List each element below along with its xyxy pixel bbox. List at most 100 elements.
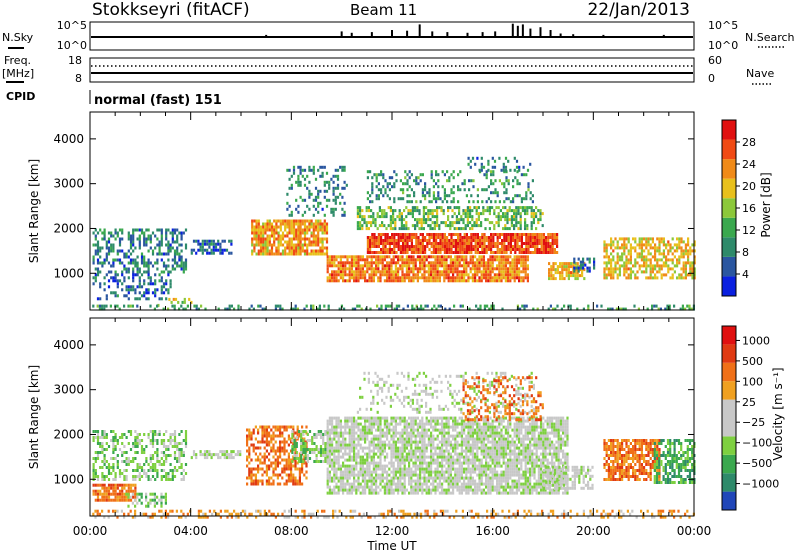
range-gate-cell: [603, 246, 606, 250]
range-gate-cell: [214, 453, 218, 457]
range-gate-cell: [277, 243, 280, 247]
range-gate-cell: [343, 165, 346, 169]
range-gate-cell: [373, 245, 376, 248]
range-gate-cell: [129, 243, 133, 247]
range-gate-cell: [145, 457, 148, 460]
range-gate-cell: [460, 255, 463, 259]
range-gate-cell: [403, 279, 406, 283]
range-gate-cell: [534, 248, 537, 251]
range-gate-cell: [236, 450, 240, 454]
range-gate-cell: [112, 492, 115, 496]
range-gate-cell: [298, 452, 301, 456]
range-gate-cell: [410, 267, 413, 271]
range-gate-cell: [182, 307, 185, 311]
range-gate-cell: [429, 212, 432, 216]
range-gate-cell: [279, 219, 282, 223]
range-gate-cell: [503, 245, 506, 248]
range-gate-cell: [394, 264, 397, 268]
range-gate-cell: [496, 251, 499, 254]
range-gate-cell: [348, 270, 351, 274]
range-gate-cell: [656, 276, 659, 280]
range-gate-cell: [276, 428, 279, 432]
range-gate-cell: [465, 273, 468, 277]
range-gate-cell: [375, 270, 378, 274]
range-gate-cell: [136, 267, 139, 271]
range-gate-cell: [479, 307, 482, 311]
range-gate-cell: [427, 276, 430, 280]
range-gate-cell: [310, 252, 313, 256]
range-gate-cell: [651, 255, 654, 259]
range-gate-cell: [502, 162, 505, 166]
range-gate-cell: [127, 297, 130, 301]
range-gate-cell: [314, 186, 318, 190]
range-gate-cell: [466, 224, 469, 228]
range-gate-cell: [421, 276, 424, 280]
range-gate-cell: [684, 264, 687, 268]
range-gate-cell: [660, 264, 663, 268]
range-gate-cell: [368, 276, 371, 280]
range-gate-cell: [248, 307, 251, 311]
range-gate-cell: [409, 212, 412, 216]
range-gate-cell: [263, 446, 266, 450]
range-gate-cell: [463, 245, 466, 248]
range-gate-cell: [105, 258, 108, 262]
range-gate-cell: [526, 255, 529, 259]
range-gate-cell: [346, 431, 349, 435]
range-gate-cell: [361, 270, 364, 274]
range-gate-cell: [292, 307, 295, 311]
range-gate-cell: [274, 473, 277, 477]
range-gate-cell: [487, 168, 490, 172]
range-gate-cell: [346, 419, 349, 423]
range-gate-cell: [154, 282, 157, 286]
range-gate-cell: [317, 225, 320, 229]
range-gate-cell: [567, 265, 570, 269]
range-gate-cell: [276, 473, 279, 477]
range-gate-cell: [379, 279, 382, 283]
range-gate-cell: [417, 245, 420, 248]
range-gate-cell: [526, 168, 530, 172]
range-gate-cell: [353, 264, 356, 268]
range-gate-cell: [563, 265, 566, 269]
range-gate-cell: [446, 200, 449, 204]
range-gate-cell: [325, 237, 329, 241]
range-gate-cell: [248, 431, 251, 435]
range-gate-cell: [629, 246, 632, 250]
range-gate-cell: [279, 443, 282, 447]
range-gate-cell: [476, 245, 479, 248]
range-gate-cell: [252, 428, 255, 432]
range-gate-cell: [559, 265, 562, 269]
range-gate-cell: [230, 239, 233, 243]
range-gate-cell: [333, 464, 336, 468]
range-gate-cell: [523, 173, 526, 177]
range-gate-cell: [355, 267, 358, 271]
range-gate-cell: [353, 440, 356, 444]
range-gate-cell: [377, 267, 380, 271]
range-gate-cell: [287, 476, 290, 480]
range-gate-cell: [513, 258, 516, 262]
range-gate-cell: [547, 251, 550, 254]
range-gate-cell: [687, 249, 690, 253]
range-gate-cell: [658, 237, 661, 241]
range-gate-cell: [432, 261, 435, 265]
range-gate-cell: [418, 209, 421, 213]
range-gate-cell: [436, 221, 439, 225]
range-gate-cell: [515, 267, 518, 271]
range-gate-cell: [424, 248, 427, 251]
range-gate-cell: [208, 453, 211, 457]
range-gate-cell: [251, 231, 254, 235]
range-gate-cell: [199, 242, 202, 246]
range-gate-cell: [492, 173, 495, 177]
range-gate-cell: [483, 304, 486, 308]
range-gate-cell: [380, 233, 383, 236]
range-gate-cell: [482, 258, 485, 262]
range-gate-cell: [348, 485, 351, 489]
range-gate-cell: [138, 276, 141, 280]
range-gate-cell: [118, 258, 122, 262]
range-gate-cell: [365, 224, 368, 228]
range-gate-cell: [504, 215, 507, 219]
range-gate-cell: [593, 266, 596, 270]
range-gate-cell: [131, 501, 134, 505]
range-gate-cell: [147, 261, 150, 265]
range-gate-cell: [355, 276, 358, 280]
range-gate-cell: [399, 248, 402, 251]
